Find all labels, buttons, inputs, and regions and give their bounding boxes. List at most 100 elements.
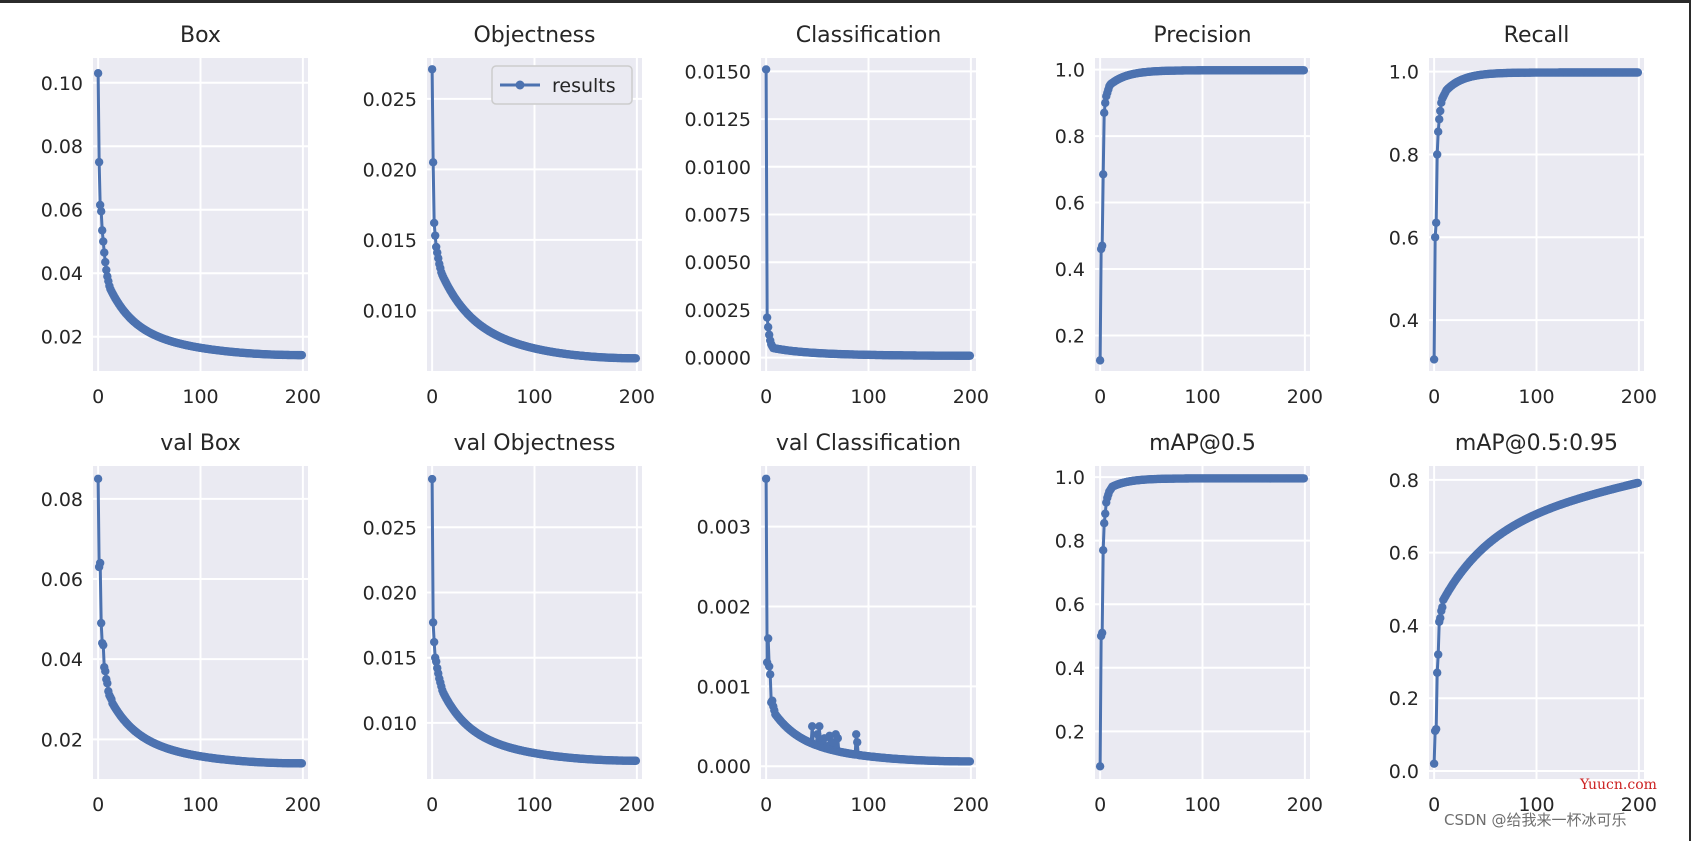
- y-tick-label: 0.4: [1055, 658, 1085, 680]
- y-tick-label: 0.08: [41, 136, 83, 158]
- chart-title: val Box: [160, 431, 241, 456]
- x-tick-label: 200: [1621, 794, 1657, 816]
- data-point: [428, 158, 438, 167]
- data-point: [98, 226, 107, 235]
- y-tick-label: 0.06: [41, 569, 83, 591]
- data-point: [94, 157, 104, 167]
- y-tick-label: 1.0: [1389, 62, 1419, 84]
- data-point: [102, 265, 111, 275]
- data-point: [1097, 628, 1107, 638]
- y-tick-label: 0.8: [1389, 144, 1419, 166]
- data-point: [1299, 66, 1309, 75]
- data-point: [631, 756, 641, 765]
- data-point: [1429, 759, 1439, 768]
- data-point: [1095, 762, 1105, 771]
- data-point: [763, 634, 773, 643]
- y-tick-label: 0.0050: [685, 252, 751, 274]
- x-tick-label: 100: [182, 386, 218, 408]
- y-tick-label: 0.8: [1389, 470, 1419, 492]
- y-tick-label: 0.8: [1055, 531, 1085, 553]
- data-point: [1438, 603, 1447, 612]
- x-tick-label: 200: [619, 386, 655, 408]
- x-tick-label: 0: [1428, 386, 1440, 408]
- chart-title: Precision: [1153, 23, 1251, 48]
- y-tick-label: 0.025: [363, 517, 417, 539]
- x-tick-label: 200: [953, 386, 989, 408]
- y-tick-label: 0.04: [41, 263, 83, 285]
- legend-box: [491, 65, 633, 105]
- x-tick-label: 0: [760, 386, 772, 408]
- data-point: [297, 350, 307, 360]
- data-point: [297, 759, 307, 768]
- chart-title: mAP@0.5:0.95: [1455, 431, 1618, 456]
- data-point: [99, 640, 108, 650]
- y-tick-label: 0.02: [41, 729, 83, 751]
- data-point: [427, 65, 437, 74]
- chart-panel-map-0-5-0-95: mAP@0.5:0.95 0 100 200 0.0 0.2 0.4 0.6 0.8: [1389, 431, 1657, 816]
- data-point: [95, 200, 105, 210]
- y-tick-label: 0.020: [363, 159, 417, 181]
- watermark-site: Yuucn.com: [1580, 777, 1657, 793]
- data-point: [95, 558, 105, 568]
- series-points-results: [93, 474, 307, 768]
- y-tick-label: 0.0: [1389, 761, 1419, 783]
- x-tick-label: 200: [1621, 386, 1657, 408]
- data-point: [1633, 68, 1643, 77]
- data-point: [813, 730, 822, 739]
- data-point: [93, 69, 103, 78]
- data-point: [430, 231, 440, 240]
- series-points-results: [1429, 478, 1643, 768]
- y-tick-label: 0.015: [363, 230, 417, 252]
- y-tick-label: 1.0: [1055, 467, 1085, 489]
- y-tick-label: 0.10: [41, 73, 83, 95]
- data-point: [766, 670, 775, 679]
- series-points-results: [427, 65, 641, 363]
- chart-panel-classification: Classification 0 100 200 0.0000 0.0025 0.0050 0…: [685, 23, 989, 408]
- y-tick-label: 0.000: [697, 756, 751, 778]
- data-point: [428, 618, 438, 627]
- chart-panel-val-classification: val Classification 0 100 200 0.000 0.001 0.002…: [697, 431, 989, 816]
- chart-title: val Classification: [776, 431, 961, 456]
- y-tick-label: 0.0075: [685, 205, 751, 227]
- chart-panel-map-0-5: mAP@0.5 0 100 200 0.2 0.4 0.6 0.8 1.0: [1055, 431, 1323, 816]
- data-point: [1101, 509, 1110, 518]
- x-tick-label: 200: [953, 794, 989, 816]
- x-tick-label: 200: [1287, 794, 1323, 816]
- data-point: [1095, 356, 1105, 365]
- x-tick-label: 200: [1287, 386, 1323, 408]
- data-point: [96, 207, 106, 216]
- data-point: [1432, 668, 1442, 677]
- x-tick-label: 0: [92, 794, 104, 816]
- data-point: [100, 248, 109, 257]
- data-point: [1436, 106, 1445, 116]
- y-tick-label: 0.06: [41, 200, 83, 222]
- y-tick-label: 0.6: [1055, 594, 1085, 616]
- data-point: [833, 734, 842, 743]
- data-point: [1431, 724, 1441, 734]
- x-tick-label: 100: [1184, 794, 1220, 816]
- data-point: [93, 474, 103, 484]
- window-right-border: [1689, 0, 1691, 841]
- data-point: [762, 313, 772, 322]
- x-tick-label: 100: [1184, 386, 1220, 408]
- data-point: [1098, 546, 1108, 555]
- y-tick-label: 0.001: [697, 676, 751, 698]
- y-tick-label: 0.04: [41, 649, 83, 671]
- y-tick-label: 0.4: [1055, 259, 1085, 281]
- data-point: [1299, 474, 1309, 483]
- x-tick-label: 0: [1428, 794, 1440, 816]
- x-tick-label: 100: [516, 794, 552, 816]
- chart-panel-precision: Precision 0 100 200 0.2 0.4 0.6 0.8 1.0: [1055, 23, 1323, 408]
- y-tick-label: 0.4: [1389, 615, 1419, 637]
- data-point: [1435, 115, 1444, 124]
- x-tick-label: 100: [850, 794, 886, 816]
- data-point: [761, 474, 771, 483]
- chart-panel-val-objectness: val Objectness 0 100 200 0.010 0.015 0.020 0.02…: [363, 431, 655, 816]
- data-point: [1100, 108, 1109, 118]
- series-points-results: [427, 474, 641, 765]
- series-points-results: [761, 474, 975, 766]
- y-tick-label: 0.020: [363, 583, 417, 605]
- data-point: [1100, 519, 1109, 528]
- data-point: [1101, 98, 1110, 108]
- data-point: [631, 354, 641, 363]
